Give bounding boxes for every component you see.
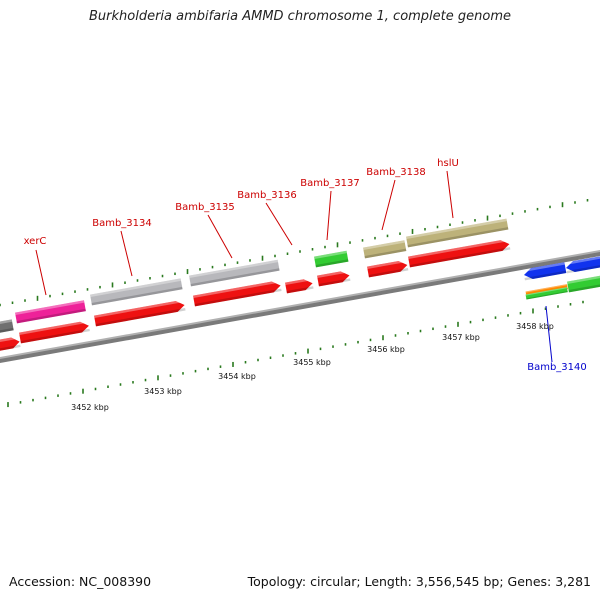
gene-feature [15, 300, 86, 324]
gene-feature [317, 269, 351, 287]
leader-line [265, 202, 293, 246]
label-leader-lines [35, 170, 553, 363]
gene-feature [523, 262, 567, 281]
accession-text: Accession: NC_008390 [9, 574, 152, 589]
gene-feature [285, 277, 314, 294]
gene-label: Bamb_3134 [92, 218, 152, 229]
genome-backbone [0, 250, 600, 363]
gene-feature [408, 238, 511, 268]
gene-feature [406, 218, 509, 248]
gene-feature [567, 274, 600, 293]
outer-tick-row [0, 198, 589, 307]
gene-feature [525, 287, 568, 300]
scale-label: 3457 kbp [442, 333, 480, 342]
gene-label: Bamb_3136 [237, 190, 297, 201]
inner-tick-row [7, 300, 584, 408]
gene-features [0, 218, 600, 352]
leader-line [120, 230, 133, 277]
leader-line [545, 305, 553, 363]
gene-feature [19, 320, 90, 344]
gene-label: Bamb_3140 [527, 362, 587, 373]
gene-label: xerC [24, 236, 47, 247]
genome-summary-text: Topology: circular; Length: 3,556,545 bp… [247, 574, 591, 589]
scale-labels: 3452 kbp 3453 kbp 3454 kbp 3455 kbp 3456 kbp… [71, 322, 554, 412]
leader-line [35, 249, 47, 296]
gene-feature [0, 319, 14, 334]
leader-line [326, 190, 332, 241]
gene-label: Bamb_3135 [175, 202, 235, 213]
gene-feature [193, 280, 282, 307]
leader-line [446, 170, 454, 219]
scale-label: 3453 kbp [144, 387, 182, 396]
leader-line [207, 214, 233, 259]
gene-labels: xerC Bamb_3134 Bamb_3135Bamb_3136Bamb_3137… [24, 158, 587, 373]
gene-label: hslU [437, 158, 459, 169]
gene-feature [0, 336, 21, 352]
gene-feature [363, 240, 407, 259]
scale-label: 3455 kbp [293, 358, 331, 367]
scale-label: 3456 kbp [367, 345, 405, 354]
gene-label: Bamb_3138 [366, 167, 426, 178]
scale-label: 3452 kbp [71, 403, 109, 412]
gene-feature [94, 299, 186, 327]
scale-label: 3458 kbp [516, 322, 554, 331]
gene-label: Bamb_3137 [300, 178, 360, 189]
gene-feature [314, 250, 349, 268]
gene-feature [189, 259, 280, 287]
map-title: Burkholderia ambifaria AMMD chromosome 1… [88, 9, 512, 24]
gene-feature [90, 278, 183, 306]
scale-label: 3454 kbp [218, 372, 256, 381]
gene-feature [565, 255, 600, 274]
gene-feature [367, 259, 409, 278]
leader-line [381, 179, 396, 231]
